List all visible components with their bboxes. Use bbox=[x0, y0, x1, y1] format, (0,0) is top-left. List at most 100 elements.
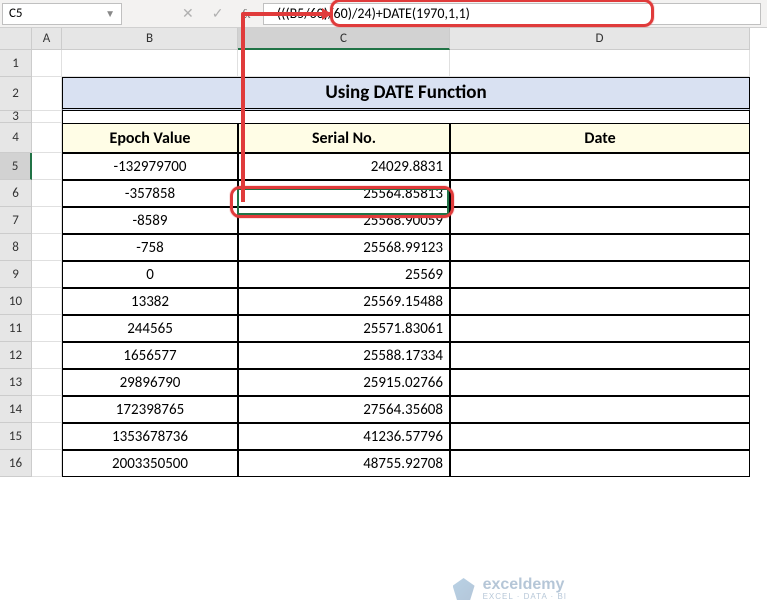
col-header-B[interactable]: B bbox=[62, 28, 238, 50]
row-header-10[interactable]: 10 bbox=[0, 288, 32, 315]
cell-C10[interactable]: 25569.15488 bbox=[238, 288, 450, 315]
header-epoch[interactable]: Epoch Value bbox=[62, 123, 238, 153]
cell-A2[interactable] bbox=[32, 77, 62, 111]
row-header-6[interactable]: 6 bbox=[0, 180, 32, 207]
cell-A15[interactable] bbox=[32, 423, 62, 450]
cell-D1[interactable] bbox=[450, 50, 750, 77]
cell-A10[interactable] bbox=[32, 288, 62, 315]
cell-C13[interactable]: 25915.02766 bbox=[238, 369, 450, 396]
cell-C7[interactable]: 25568.90059 bbox=[238, 207, 450, 234]
cell-B6[interactable]: -357858 bbox=[62, 180, 238, 207]
cell-B5[interactable]: -132979700 bbox=[62, 153, 238, 180]
row-1: 1 bbox=[0, 50, 767, 77]
select-all-corner[interactable] bbox=[0, 28, 32, 50]
cell-A16[interactable] bbox=[32, 450, 62, 477]
column-headers: A B C D bbox=[0, 28, 767, 50]
cell-C6[interactable]: 25564.85813 bbox=[238, 180, 450, 207]
col-header-D[interactable]: D bbox=[450, 28, 750, 50]
cell-A8[interactable] bbox=[32, 234, 62, 261]
cell-A7[interactable] bbox=[32, 207, 62, 234]
cell-A12[interactable] bbox=[32, 342, 62, 369]
cell-B11[interactable]: 244565 bbox=[62, 315, 238, 342]
col-header-C[interactable]: C bbox=[238, 28, 450, 50]
name-box[interactable]: C5 ▼ bbox=[2, 3, 122, 25]
cell-C15[interactable]: 41236.57796 bbox=[238, 423, 450, 450]
cell-D9[interactable] bbox=[450, 261, 750, 288]
cell-C8[interactable]: 25568.99123 bbox=[238, 234, 450, 261]
row-header-11[interactable]: 11 bbox=[0, 315, 32, 342]
cell-D11[interactable] bbox=[450, 315, 750, 342]
row-2: 2 Using DATE Function bbox=[0, 77, 767, 111]
cell-B16[interactable]: 2003350500 bbox=[62, 450, 238, 477]
header-serial[interactable]: Serial No. bbox=[238, 123, 450, 153]
row-header-16[interactable]: 16 bbox=[0, 450, 32, 477]
fx-icon[interactable]: fx bbox=[241, 6, 250, 22]
cell-A9[interactable] bbox=[32, 261, 62, 288]
cell-B12[interactable]: 1656577 bbox=[62, 342, 238, 369]
header-date[interactable]: Date bbox=[450, 123, 750, 153]
cell-D16[interactable] bbox=[450, 450, 750, 477]
cell-D7[interactable] bbox=[450, 207, 750, 234]
row-header-8[interactable]: 8 bbox=[0, 234, 32, 261]
row-header-4[interactable]: 4 bbox=[0, 123, 32, 153]
enter-icon[interactable]: ✓ bbox=[212, 5, 224, 22]
name-box-dropdown-icon[interactable]: ▼ bbox=[105, 7, 115, 20]
cell-C9[interactable]: 25569 bbox=[238, 261, 450, 288]
cell-D13[interactable] bbox=[450, 369, 750, 396]
spacer-cell[interactable] bbox=[62, 111, 750, 123]
row-header-3[interactable]: 3 bbox=[0, 111, 32, 123]
row-header-14[interactable]: 14 bbox=[0, 396, 32, 423]
cell-D10[interactable] bbox=[450, 288, 750, 315]
title-cell[interactable]: Using DATE Function bbox=[62, 77, 750, 111]
row-8: 8 -75825568.99123 bbox=[0, 234, 767, 261]
cell-D6[interactable] bbox=[450, 180, 750, 207]
row-header-15[interactable]: 15 bbox=[0, 423, 32, 450]
cell-A4[interactable] bbox=[32, 123, 62, 153]
cell-D12[interactable] bbox=[450, 342, 750, 369]
row-header-5[interactable]: 5 bbox=[0, 153, 32, 180]
cell-A13[interactable] bbox=[32, 369, 62, 396]
cancel-icon[interactable]: ✕ bbox=[182, 5, 194, 22]
cell-A6[interactable] bbox=[32, 180, 62, 207]
cell-C1[interactable] bbox=[238, 50, 450, 77]
cell-B13[interactable]: 29896790 bbox=[62, 369, 238, 396]
cell-C16[interactable]: 48755.92708 bbox=[238, 450, 450, 477]
cell-A3[interactable] bbox=[32, 111, 62, 123]
cell-C11[interactable]: 25571.83061 bbox=[238, 315, 450, 342]
cell-D8[interactable] bbox=[450, 234, 750, 261]
formula-input[interactable]: =(((B5/60)/60)/24)+DATE(1970,1,1) bbox=[263, 3, 761, 25]
row-header-13[interactable]: 13 bbox=[0, 369, 32, 396]
cell-A1[interactable] bbox=[32, 50, 62, 77]
cell-A5[interactable] bbox=[32, 153, 62, 180]
row-header-12[interactable]: 12 bbox=[0, 342, 32, 369]
row-header-7[interactable]: 7 bbox=[0, 207, 32, 234]
formula-bar-buttons: ✕ ✓ fx bbox=[182, 5, 251, 22]
cell-D5[interactable] bbox=[450, 153, 750, 180]
cell-B10[interactable]: 13382 bbox=[62, 288, 238, 315]
row-header-1[interactable]: 1 bbox=[0, 50, 32, 77]
col-header-A[interactable]: A bbox=[32, 28, 62, 50]
cell-D15[interactable] bbox=[450, 423, 750, 450]
cell-B7[interactable]: -8589 bbox=[62, 207, 238, 234]
row-header-2[interactable]: 2 bbox=[0, 77, 32, 111]
cell-C14[interactable]: 27564.35608 bbox=[238, 396, 450, 423]
cell-B14[interactable]: 172398765 bbox=[62, 396, 238, 423]
watermark-logo-icon bbox=[453, 578, 475, 600]
row-9: 9 025569 bbox=[0, 261, 767, 288]
cell-A11[interactable] bbox=[32, 315, 62, 342]
cell-B1[interactable] bbox=[62, 50, 238, 77]
row-10: 10 1338225569.15488 bbox=[0, 288, 767, 315]
row-15: 15 135367873641236.57796 bbox=[0, 423, 767, 450]
cell-A14[interactable] bbox=[32, 396, 62, 423]
formula-text: =(((B5/60)/60)/24)+DATE(1970,1,1) bbox=[270, 5, 470, 22]
cell-B9[interactable]: 0 bbox=[62, 261, 238, 288]
cell-D14[interactable] bbox=[450, 396, 750, 423]
cell-B15[interactable]: 1353678736 bbox=[62, 423, 238, 450]
row-11: 11 24456525571.83061 bbox=[0, 315, 767, 342]
watermark-tag: EXCEL · DATA · BI bbox=[483, 593, 567, 601]
title-text: Using DATE Function bbox=[325, 81, 486, 104]
cell-B8[interactable]: -758 bbox=[62, 234, 238, 261]
cell-C5[interactable]: 24029.8831 bbox=[238, 153, 450, 180]
row-header-9[interactable]: 9 bbox=[0, 261, 32, 288]
cell-C12[interactable]: 25588.17334 bbox=[238, 342, 450, 369]
